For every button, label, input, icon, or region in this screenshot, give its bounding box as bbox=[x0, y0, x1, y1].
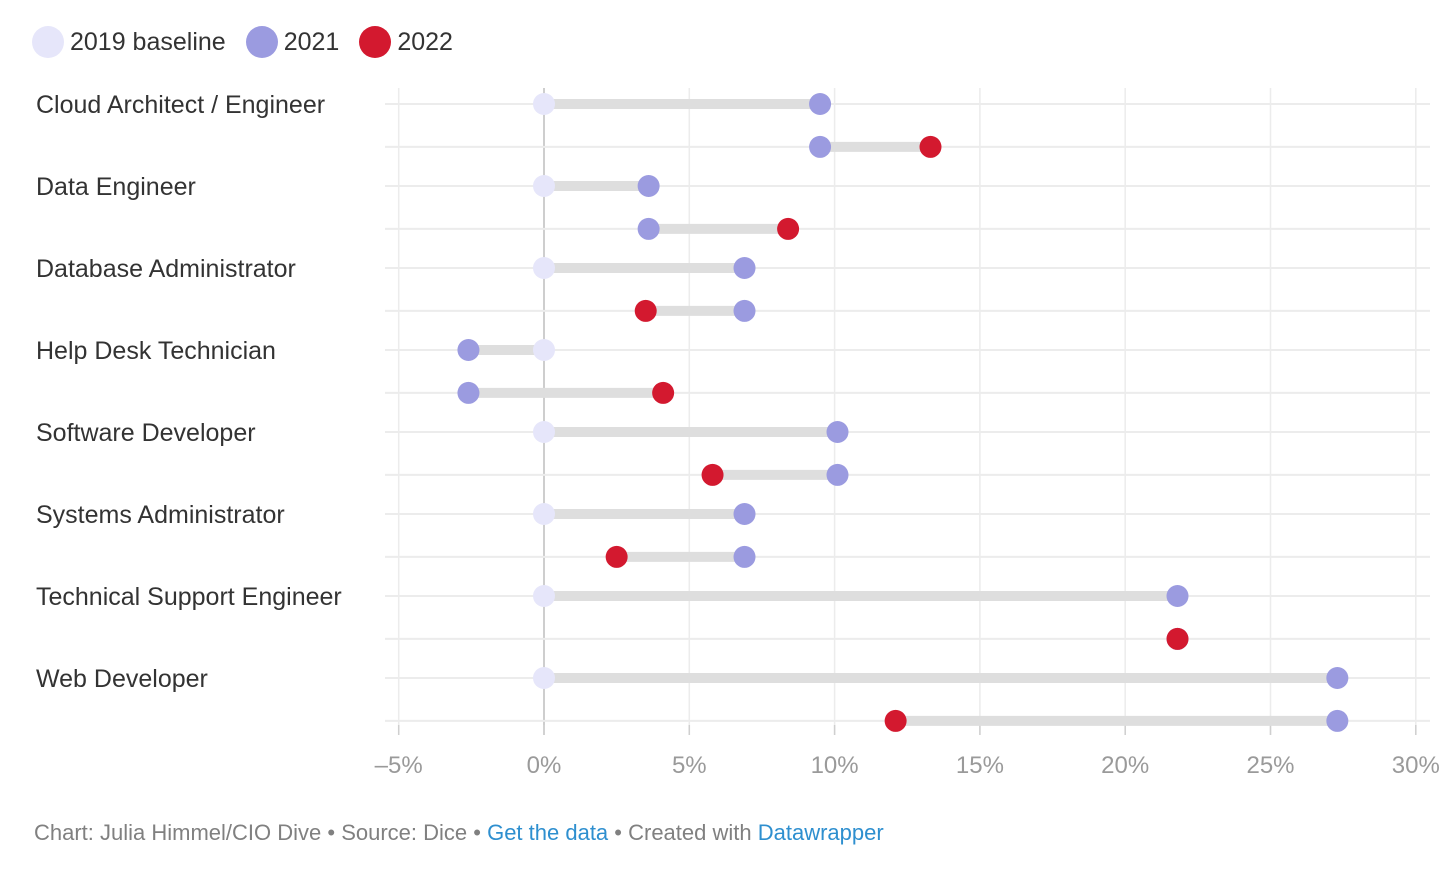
legend-item-2019-baseline: 2019 baseline bbox=[32, 26, 226, 58]
dot-2022 bbox=[919, 135, 942, 158]
category-label: Software Developer bbox=[36, 419, 256, 447]
dot-2019-baseline bbox=[533, 667, 555, 689]
legend-label-2021: 2021 bbox=[283, 27, 340, 56]
x-tick-label: 15% bbox=[956, 752, 1004, 779]
x-tick-label: 30% bbox=[1392, 752, 1440, 779]
connector-layer bbox=[468, 99, 1338, 726]
dot-2022 bbox=[884, 709, 907, 732]
dot-2021 bbox=[1166, 585, 1189, 607]
category-label: Database Administrator bbox=[36, 255, 296, 283]
dot-2019-baseline bbox=[533, 93, 555, 115]
x-tick-label: 10% bbox=[811, 752, 859, 779]
footer-credit: Chart: Julia Himmel/CIO Dive • Source: D… bbox=[34, 820, 488, 845]
grid-layer bbox=[385, 88, 1430, 735]
dot-2022 bbox=[634, 299, 657, 322]
legend-label-2019-baseline: 2019 baseline bbox=[70, 27, 226, 56]
dot-2021 bbox=[637, 175, 660, 197]
get-the-data-link[interactable]: Get the data bbox=[487, 820, 609, 845]
footer-created-with: • Created with bbox=[608, 820, 758, 845]
dot-2021 bbox=[637, 217, 660, 240]
dot-2021 bbox=[1326, 667, 1349, 689]
legend-item-2022: 2022 bbox=[359, 26, 453, 58]
category-label: Data Engineer bbox=[36, 173, 196, 201]
dot-2021 bbox=[457, 339, 480, 361]
dot-2021 bbox=[809, 135, 832, 158]
dot-2021 bbox=[457, 381, 480, 404]
x-tick-label: –5% bbox=[375, 752, 423, 779]
legend-label-2022: 2022 bbox=[397, 27, 453, 56]
legend-dot-2019-baseline bbox=[32, 26, 64, 58]
dot-2019-baseline bbox=[533, 257, 555, 279]
dot-2022 bbox=[605, 545, 628, 568]
datawrapper-link[interactable]: Datawrapper bbox=[757, 820, 884, 845]
category-label: Web Developer bbox=[36, 665, 208, 693]
dot-2021 bbox=[809, 93, 832, 115]
category-label: Systems Administrator bbox=[36, 501, 285, 529]
dot-2021 bbox=[733, 545, 756, 568]
legend-dot-2021 bbox=[245, 26, 278, 58]
dot-2019-baseline bbox=[533, 421, 555, 443]
dot-2022 bbox=[777, 217, 800, 240]
x-axis-ticks: –5% 0% 5% 10% 15% 20% 25% 30% bbox=[375, 752, 1440, 779]
dot-2021 bbox=[733, 257, 756, 279]
x-tick-label: 5% bbox=[672, 752, 707, 779]
dot-2022 bbox=[701, 463, 724, 486]
dot-2021 bbox=[826, 463, 849, 486]
category-label: Help Desk Technician bbox=[36, 337, 276, 365]
dot-2019-baseline bbox=[533, 339, 555, 361]
dot-2021 bbox=[733, 299, 756, 322]
legend-dot-2022 bbox=[359, 26, 392, 58]
dot-2021 bbox=[826, 421, 849, 443]
dot-2021 bbox=[733, 503, 756, 525]
dot-2019-baseline bbox=[533, 503, 555, 525]
x-tick-label: 25% bbox=[1246, 752, 1294, 779]
chart-legend: 2019 baseline 2021 2022 bbox=[32, 22, 473, 62]
dot-2019-baseline bbox=[533, 175, 555, 197]
dot-2019-baseline bbox=[533, 585, 555, 607]
x-tick-label: 20% bbox=[1101, 752, 1149, 779]
chart-footer: Chart: Julia Himmel/CIO Dive • Source: D… bbox=[34, 820, 884, 846]
legend-item-2021: 2021 bbox=[245, 26, 340, 58]
x-tick-label: 0% bbox=[527, 752, 562, 779]
category-label: Technical Support Engineer bbox=[36, 583, 342, 611]
dot-2021 bbox=[1326, 709, 1349, 732]
label-layer: Cloud Architect / Engineer Data Engineer D… bbox=[36, 91, 342, 693]
dot-2022 bbox=[652, 381, 675, 404]
dot-layer bbox=[457, 93, 1349, 732]
category-label: Cloud Architect / Engineer bbox=[36, 91, 325, 119]
dot-2022 bbox=[1166, 627, 1189, 650]
